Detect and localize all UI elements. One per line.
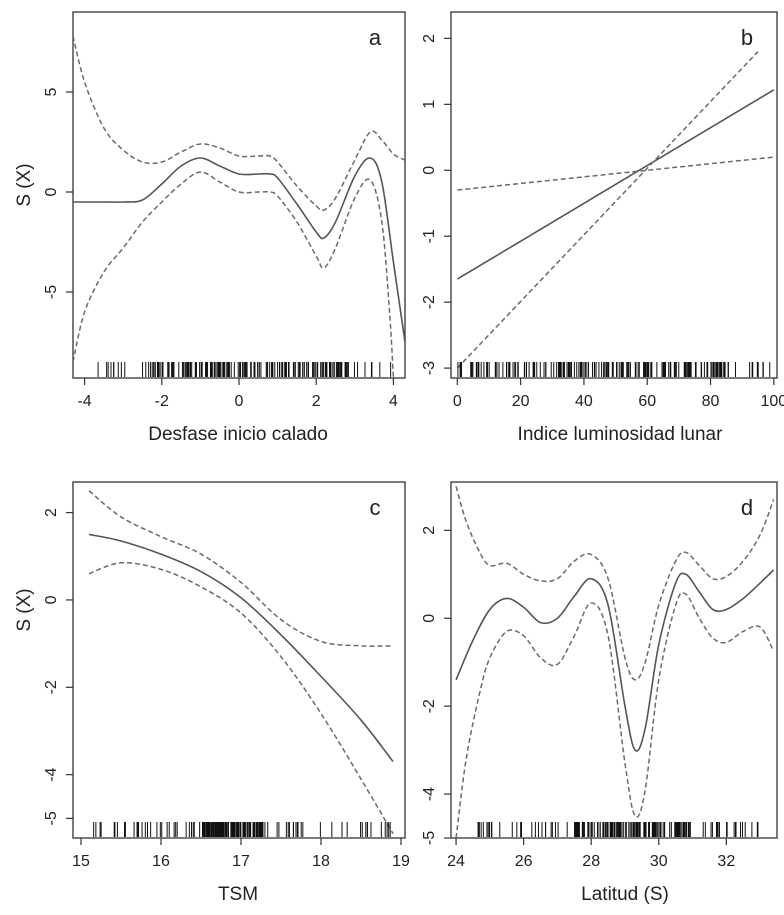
series-upper-line	[88, 490, 394, 647]
x-axis-label: Desfase inicio calado	[148, 424, 328, 445]
y-tick-label: -5	[43, 811, 60, 825]
y-tick-label: 0	[43, 595, 60, 604]
x-tick-label: -4	[77, 393, 91, 410]
y-tick-label: 0	[421, 166, 438, 175]
plot-frame	[72, 481, 406, 839]
x-tick-label: 0	[235, 393, 244, 410]
panel-label: b	[741, 25, 753, 50]
x-axis-label: Indice luminosidad lunar	[518, 424, 724, 445]
y-tick-label: -2	[421, 295, 438, 309]
curves	[456, 51, 775, 369]
panel-b: 0 20 40 60 80 100 -3 -2 -1 0 1 2 Indice luminosidad …	[421, 11, 784, 445]
x-tick-label: 100	[760, 393, 784, 410]
series-fit-line	[88, 533, 394, 763]
x-tick-label: 17	[232, 853, 250, 870]
y-tick-label: 2	[421, 526, 438, 535]
series-fit-line	[73, 157, 405, 343]
curves	[455, 486, 775, 838]
series-upper-line	[456, 51, 759, 369]
x-tick-label: 28	[582, 853, 600, 870]
curves	[73, 35, 405, 378]
y-tick-label: -2	[421, 699, 438, 713]
x-tick-label: 24	[447, 853, 465, 870]
x-tick-label: 32	[717, 853, 735, 870]
plot-frame	[450, 481, 778, 839]
x-tick-label: 4	[389, 393, 398, 410]
panel-d: 24 26 28 30 32 -5 -4 -2 0 2 Latitud (S) d	[421, 481, 778, 905]
x-axis-label: Latitud (S)	[581, 884, 669, 905]
panel-a: -4 -2 0 2 4 -5 0 5 Desfase inicio calado S (X) a	[14, 11, 406, 445]
y-tick-label: 0	[43, 187, 60, 196]
y-tick-label: 2	[43, 508, 60, 517]
x-tick-label: 2	[312, 393, 321, 410]
rug-marks	[97, 362, 392, 377]
plot-frame	[450, 11, 778, 379]
series-upper-line	[455, 486, 775, 681]
y-tick-label: 1	[421, 100, 438, 109]
x-tick-label: 19	[392, 853, 410, 870]
y-tick-label: -3	[421, 361, 438, 375]
y-tick-label: -2	[43, 680, 60, 694]
y-tick-label: -1	[421, 229, 438, 243]
y-tick-label: 0	[421, 614, 438, 623]
panel-label: c	[370, 495, 381, 520]
series-lower-line	[88, 561, 394, 835]
series-lower-line	[457, 156, 774, 191]
x-tick-label: 15	[72, 853, 90, 870]
y-tick-label: 5	[43, 87, 60, 96]
y-tick-label: -4	[421, 787, 438, 801]
series-fit-line	[456, 89, 775, 280]
curves	[88, 490, 394, 835]
y-axis-label: S (X)	[14, 163, 35, 206]
x-tick-label: 20	[512, 393, 530, 410]
series-lower-line	[455, 592, 775, 838]
x-tick-label: 0	[453, 393, 462, 410]
x-tick-label: 26	[515, 853, 533, 870]
series-upper-line	[73, 35, 405, 212]
y-tick-label: -5	[421, 831, 438, 845]
x-tick-label: 16	[152, 853, 170, 870]
x-tick-label: 40	[575, 393, 593, 410]
x-tick-label: -2	[155, 393, 169, 410]
x-tick-label: 80	[702, 393, 720, 410]
panel-label: a	[369, 25, 382, 50]
x-tick-label: 30	[650, 853, 668, 870]
x-tick-label: 60	[638, 393, 656, 410]
y-tick-label: -5	[43, 285, 60, 299]
series-fit-line	[455, 569, 775, 752]
plot-frame	[72, 11, 406, 379]
rug-marks	[457, 362, 771, 377]
rug-marks	[93, 822, 391, 837]
x-axis-label: TSM	[218, 884, 258, 905]
y-axis-label: S (X)	[14, 588, 35, 631]
panel-label: d	[741, 495, 753, 520]
y-tick-label: 2	[421, 34, 438, 43]
y-tick-label: -4	[43, 767, 60, 781]
series-lower-line	[73, 171, 395, 378]
panel-c: 15 16 17 18 19 -5 -4 -2 0 2 TSM S (X) c	[14, 481, 410, 905]
x-tick-label: 18	[312, 853, 330, 870]
rug-marks	[477, 822, 759, 837]
